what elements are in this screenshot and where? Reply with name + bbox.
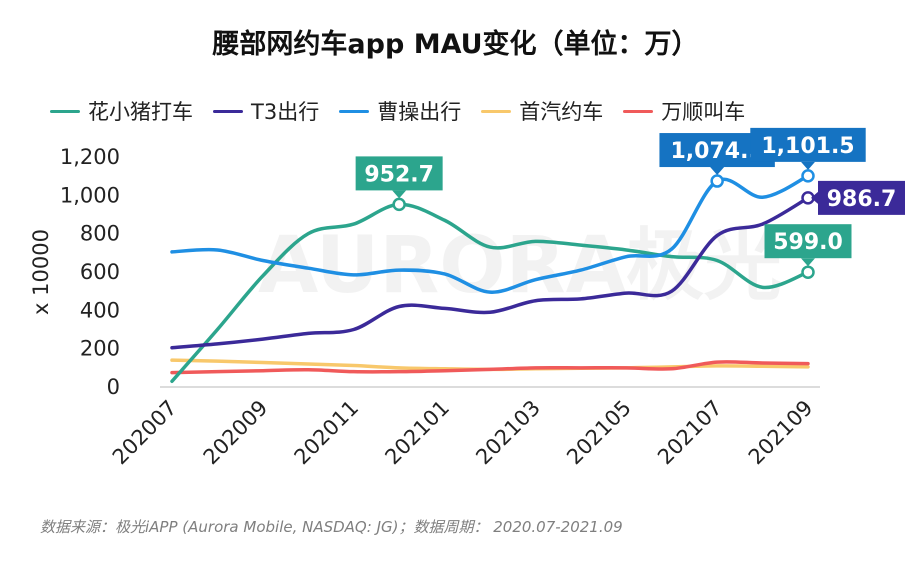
x-tick-label: 202107 [653,396,727,470]
legend-item-1: 花小猪打车 [50,96,193,126]
data-label-pointer [392,190,407,199]
data-label: 952.7 [355,156,443,199]
data-label-pointer [710,167,725,176]
data-label: 986.7 [811,180,905,215]
data-label-text: 986.7 [827,187,897,212]
x-tick-label: 202101 [380,396,454,470]
data-label-text: 952.7 [364,162,434,187]
series-line-5 [170,360,810,375]
data-label-box [355,156,443,191]
data-point-marker [392,197,406,212]
legend-label: 花小猪打车 [88,100,193,124]
data-label-pointer [801,161,815,170]
legend-item-4: 首汽约车 [481,96,603,126]
x-tick-label: 202103 [471,396,545,470]
data-label-text: 1,074.5 [671,139,764,164]
legend-label: T3出行 [251,100,320,124]
data-label-pointer [801,258,815,267]
data-point-marker [710,174,724,188]
data-label-text: 1,101.5 [761,134,854,159]
legend-swatch [213,109,243,113]
legend-label: 首汽约车 [519,100,604,124]
data-label: 599.0 [764,224,852,267]
data-label-box [764,224,852,259]
x-tick-label: 202007 [108,396,182,470]
legend-item-3: 曹操出行 [339,96,461,126]
x-tick-label: 202105 [562,396,636,470]
y-tick-label: 800 [80,222,120,246]
y-axis-label: x 10000 [29,229,53,315]
legend: 花小猪打车 T3出行 曹操出行 首汽约车 万顺叫车 [50,96,745,126]
chart-title: 腰部网约车app MAU变化（单位：万） [212,29,699,60]
y-tick-label: 400 [80,298,120,322]
y-tick-label: 1,000 [60,183,120,207]
legend-label: 曹操出行 [377,100,462,124]
series-line-1 [170,202,810,383]
legend-item-5: 万顺叫车 [623,96,745,126]
series-line-3 [170,174,810,294]
y-tick-label: 200 [80,337,120,361]
data-label-box [750,127,866,162]
data-label-box [818,180,905,215]
data-label-pointer [811,191,818,204]
legend-swatch [481,109,512,113]
watermark: AURORA极光 [258,221,782,311]
y-tick-label: 1,200 [60,145,120,169]
series-line-2 [170,196,810,350]
y-tick-label: 600 [80,260,120,284]
legend-swatch [339,109,370,113]
y-tick-label: 0 [107,375,120,399]
x-tick-label: 202011 [290,396,364,470]
data-label: 1,101.5 [750,127,866,170]
data-point-marker [801,169,815,183]
legend-item-2: T3出行 [213,96,319,126]
data-point-marker [801,265,815,279]
data-label-text: 599.0 [773,230,843,255]
legend-swatch [50,109,80,113]
source-note: 数据来源：极光iAPP (Aurora Mobile, NASDAQ: JG)；… [40,518,623,536]
x-tick-label: 202009 [199,396,273,470]
legend-swatch [623,109,654,113]
x-tick-label: 202109 [744,396,818,470]
legend-label: 万顺叫车 [661,100,746,124]
